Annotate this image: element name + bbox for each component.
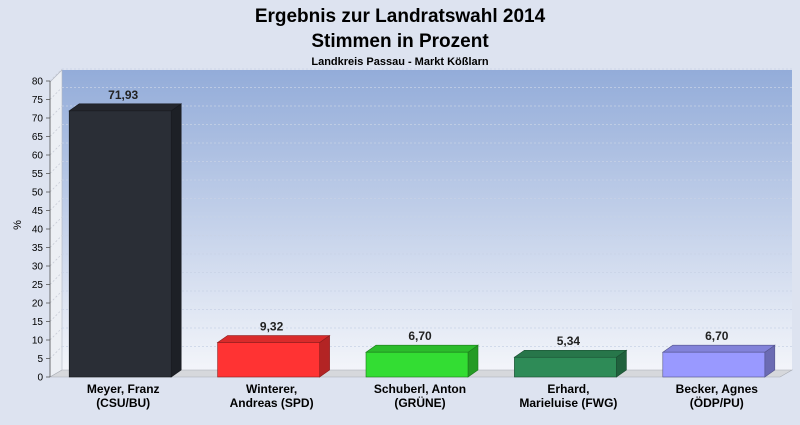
y-tick-label: 80	[32, 77, 44, 88]
bar	[68, 110, 172, 378]
y-tick-label: 70	[32, 114, 44, 125]
y-tick-label: 75	[32, 95, 44, 106]
x-category-label: (GRÜNE)	[394, 395, 445, 410]
y-tick-label: 40	[32, 225, 44, 236]
y-tick-label: 25	[32, 280, 44, 291]
grid-line-side	[49, 179, 63, 193]
grid-line-side	[49, 216, 63, 230]
x-category-label: Marieluise (FWG)	[519, 396, 617, 410]
bar-value-label: 5,34	[557, 334, 581, 348]
y-tick-label: 5	[37, 354, 43, 365]
x-category-label: Erhard,	[547, 382, 589, 396]
bar-top	[365, 344, 479, 353]
y-tick-label: 35	[32, 243, 44, 254]
x-category-label: Meyer, Franz	[87, 382, 160, 396]
grid-line-side	[49, 198, 63, 211]
y-tick-label: 65	[32, 132, 44, 143]
y-tick-label: 15	[32, 317, 44, 328]
y-tick-label: 20	[32, 299, 44, 310]
bar	[662, 351, 766, 378]
chart-title: Ergebnis zur Landratswahl 2014	[255, 6, 546, 27]
grid-line-side	[49, 161, 63, 174]
grid-line-side	[49, 68, 63, 82]
x-category-label: Winterer,	[246, 382, 297, 396]
x-category-label: Andreas (SPD)	[230, 396, 314, 410]
grid-line-side	[49, 124, 63, 137]
chart-subtitle: Stimmen in Prozent	[311, 31, 489, 52]
grid-line-side	[49, 272, 63, 285]
grid-line-side	[49, 105, 63, 119]
x-category-label: Schuberl, Anton	[374, 382, 466, 396]
x-category-label: Becker, Agnes	[676, 382, 759, 396]
y-axis-label: %	[12, 220, 24, 230]
y-tick-label: 50	[32, 188, 44, 199]
x-category-label: (CSU/BU)	[96, 396, 150, 410]
bar-value-label: 6,70	[705, 329, 729, 343]
y-tick-label: 0	[37, 373, 43, 384]
y-tick-label: 45	[32, 206, 44, 217]
grid-line-side	[49, 290, 63, 304]
y-tick-label: 10	[32, 336, 44, 347]
bar-side	[170, 103, 182, 378]
y-tick-label: 30	[32, 262, 44, 273]
y-tick-label: 60	[32, 151, 44, 162]
grid-line-side	[49, 87, 63, 100]
x-category-label: (ÖDP/PU)	[690, 395, 744, 410]
grid-line-side	[49, 235, 63, 248]
bar	[217, 342, 320, 378]
bar-top	[68, 103, 183, 112]
grid-line-side	[49, 309, 63, 322]
bar-top	[216, 335, 331, 343]
grid-line-side	[49, 327, 63, 341]
bar	[514, 356, 617, 378]
grid-line-side	[49, 253, 63, 267]
bar-top	[661, 344, 776, 353]
bar-value-label: 71,93	[108, 88, 138, 102]
bar	[365, 351, 469, 378]
chart-subtitle-location: Landkreis Passau - Markt Kößlarn	[311, 56, 489, 68]
y-tick-label: 55	[32, 169, 44, 180]
grid-line-side	[49, 346, 63, 359]
grid-line-side	[49, 142, 63, 156]
bar-value-label: 6,70	[408, 329, 432, 343]
bar-value-label: 9,32	[260, 320, 284, 334]
bar-top	[513, 349, 628, 358]
plot-background	[62, 70, 792, 370]
